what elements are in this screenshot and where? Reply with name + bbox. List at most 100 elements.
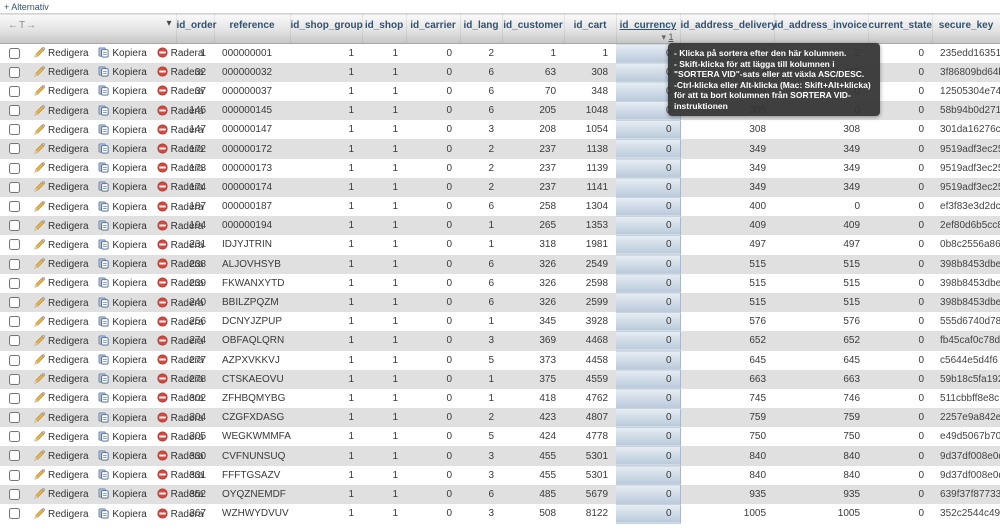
copy-link[interactable]: Kopiera <box>98 393 147 404</box>
column-header-id-customer[interactable]: id_customer <box>503 20 563 31</box>
column-header-id-shop[interactable]: id_shop <box>364 20 404 31</box>
row-checkbox[interactable] <box>8 143 20 155</box>
delete-link[interactable]: Radera <box>157 469 203 481</box>
row-checkbox[interactable] <box>8 258 20 270</box>
edit-link[interactable]: Redigera <box>34 430 89 443</box>
copy-link[interactable]: Kopiera <box>98 488 147 500</box>
edit-link[interactable]: Redigera <box>34 181 89 193</box>
row-checkbox[interactable] <box>8 124 20 136</box>
column-header-id-address-delivery[interactable]: id_address_delivery <box>680 20 777 31</box>
row-checkbox[interactable] <box>8 201 20 213</box>
row-checkbox[interactable] <box>8 239 20 251</box>
edit-link[interactable]: Redigera <box>34 450 89 462</box>
row-checkbox[interactable] <box>8 508 20 520</box>
delete-link[interactable]: Radera <box>157 181 203 193</box>
column-header-id-address-invoice[interactable]: id_address_invoice <box>774 20 868 31</box>
edit-link[interactable]: Redigera <box>34 200 89 213</box>
delete-link[interactable]: Radera <box>157 239 203 251</box>
copy-link[interactable]: Kopiera <box>98 105 147 117</box>
edit-link[interactable]: Redigera <box>34 66 89 78</box>
delete-link[interactable]: Radera <box>157 508 203 520</box>
delete-link[interactable]: Radera <box>157 220 203 232</box>
copy-link[interactable]: Kopiera <box>98 143 147 155</box>
delete-link[interactable]: Radera <box>157 296 203 309</box>
delete-link[interactable]: Radera <box>157 373 203 385</box>
row-checkbox[interactable] <box>8 450 20 462</box>
delete-link[interactable]: Radera <box>157 335 203 347</box>
delete-link[interactable]: Radera <box>157 143 203 155</box>
edit-link[interactable]: Redigera <box>34 258 89 270</box>
row-checkbox[interactable] <box>8 181 20 193</box>
copy-link[interactable]: Kopiera <box>98 86 147 97</box>
edit-link[interactable]: Redigera <box>34 143 89 155</box>
row-checkbox[interactable] <box>8 431 20 443</box>
delete-link[interactable]: Radera <box>157 258 203 270</box>
edit-link[interactable]: Redigera <box>34 335 89 347</box>
row-checkbox[interactable] <box>8 85 20 97</box>
edit-link[interactable]: Redigera <box>34 507 89 520</box>
row-checkbox[interactable] <box>8 277 20 289</box>
copy-link[interactable]: Kopiera <box>98 66 147 78</box>
edit-link[interactable]: Redigera <box>34 354 89 366</box>
edit-link[interactable]: Redigera <box>34 123 89 136</box>
row-checkbox[interactable] <box>8 66 20 78</box>
edit-link[interactable]: Redigera <box>34 373 89 385</box>
copy-link[interactable]: Kopiera <box>98 47 147 59</box>
row-checkbox[interactable] <box>8 47 20 59</box>
delete-link[interactable]: Radera <box>157 105 203 117</box>
column-header-id-order[interactable]: id_order <box>176 20 217 31</box>
row-checkbox[interactable] <box>8 373 20 385</box>
copy-link[interactable]: Kopiera <box>98 316 147 328</box>
delete-link[interactable]: Radera <box>157 316 203 328</box>
delete-link[interactable]: Radera <box>157 85 203 97</box>
edit-link[interactable]: Redigera <box>34 47 89 59</box>
row-checkbox[interactable] <box>8 412 20 424</box>
copy-link[interactable]: Kopiera <box>98 258 147 270</box>
sort-order-number[interactable]: 1 <box>668 32 674 42</box>
delete-link[interactable]: Radera <box>157 354 203 366</box>
column-header-current-state[interactable]: current_state <box>868 20 932 31</box>
copy-link[interactable]: Kopiera <box>98 201 147 213</box>
options-toggle-link[interactable]: + Alternativ <box>4 2 49 12</box>
edit-link[interactable]: Redigera <box>34 392 89 404</box>
row-checkbox[interactable] <box>8 392 20 404</box>
row-checkbox[interactable] <box>8 162 20 174</box>
delete-link[interactable]: Radera <box>157 201 203 213</box>
row-checkbox[interactable] <box>8 296 20 308</box>
column-header-secure-key[interactable]: secure_key <box>938 20 994 31</box>
column-header-id-currency[interactable]: id_currency <box>619 20 677 31</box>
copy-link[interactable]: Kopiera <box>98 508 147 520</box>
delete-link[interactable]: Radera <box>157 277 203 289</box>
edit-link[interactable]: Redigera <box>34 488 89 500</box>
row-checkbox[interactable] <box>8 316 20 328</box>
column-header-id-shop-group[interactable]: id_shop_group <box>290 20 363 31</box>
edit-link[interactable]: Redigera <box>34 85 89 97</box>
delete-link[interactable]: Radera <box>157 66 203 78</box>
edit-link[interactable]: Redigera <box>34 239 89 251</box>
copy-link[interactable]: Kopiera <box>98 354 147 366</box>
row-checkbox[interactable] <box>8 220 20 232</box>
edit-link[interactable]: Redigera <box>34 219 89 232</box>
row-checkbox[interactable] <box>8 105 20 117</box>
edit-link[interactable]: Redigera <box>34 296 89 309</box>
column-header-reference[interactable]: reference <box>229 20 275 31</box>
delete-link[interactable]: Radera <box>157 488 203 500</box>
delete-link[interactable]: Radera <box>157 162 203 174</box>
column-header-id-lang[interactable]: id_lang <box>463 20 499 31</box>
column-header-id-carrier[interactable]: id_carrier <box>410 20 456 31</box>
delete-link[interactable]: Radera <box>157 392 203 404</box>
delete-link[interactable]: Radera <box>157 47 203 59</box>
copy-link[interactable]: Kopiera <box>98 412 147 424</box>
delete-link[interactable]: Radera <box>157 450 203 462</box>
copy-link[interactable]: Kopiera <box>98 373 147 385</box>
row-checkbox[interactable] <box>8 354 20 366</box>
chevron-down-icon[interactable]: ▾ <box>166 18 172 29</box>
copy-link[interactable]: Kopiera <box>98 277 147 289</box>
copy-link[interactable]: Kopiera <box>98 297 147 309</box>
copy-link[interactable]: Kopiera <box>98 239 147 251</box>
column-header-id-cart[interactable]: id_cart <box>573 20 607 31</box>
copy-link[interactable]: Kopiera <box>98 335 147 347</box>
copy-link[interactable]: Kopiera <box>98 181 147 193</box>
copy-link[interactable]: Kopiera <box>98 469 147 481</box>
edit-link[interactable]: Redigera <box>34 469 89 481</box>
